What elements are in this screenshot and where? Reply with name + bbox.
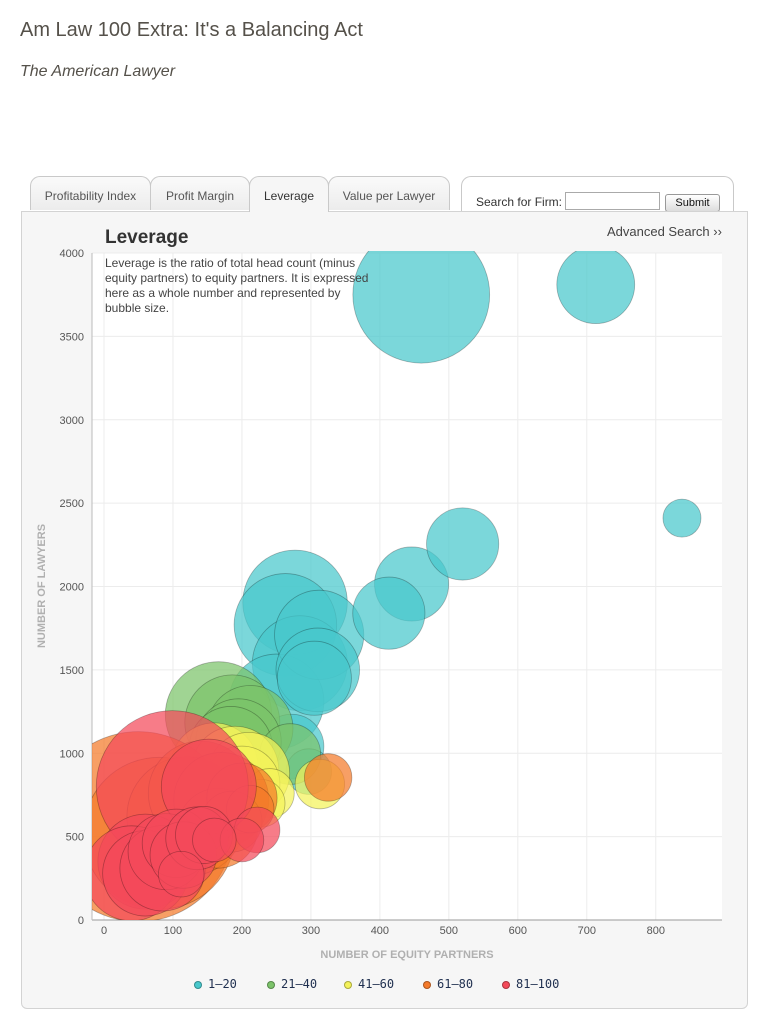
advanced-search-link[interactable]: Advanced Search ›› <box>607 224 722 239</box>
legend-label: 81–100 <box>516 977 560 991</box>
submit-button[interactable]: Submit <box>665 194 720 212</box>
tab-value-per-lawyer[interactable]: Value per Lawyer <box>328 176 450 210</box>
legend-swatch <box>194 981 202 989</box>
panel-title: Leverage <box>105 227 189 248</box>
legend-swatch <box>423 981 431 989</box>
firm-search: Search for Firm: Submit <box>461 176 734 212</box>
tab-profitability-index[interactable]: Profitability Index <box>30 176 151 210</box>
tab-leverage[interactable]: Leverage <box>249 176 329 212</box>
legend-label: 61–80 <box>437 977 474 991</box>
legend-label: 1–20 <box>208 977 237 991</box>
legend-swatch <box>502 981 510 989</box>
search-label: Search for Firm: <box>476 195 563 209</box>
legend-label: 21–40 <box>281 977 318 991</box>
panel-description: Leverage is the ratio of total head coun… <box>105 256 369 315</box>
page-title: Am Law 100 Extra: It's a Balancing Act <box>20 19 363 41</box>
legend-swatch <box>267 981 275 989</box>
legend-label: 41–60 <box>358 977 395 991</box>
tab-profit-margin[interactable]: Profit Margin <box>150 176 250 210</box>
page-subtitle: The American Lawyer <box>20 63 176 80</box>
chart-panel <box>21 211 748 1009</box>
legend-swatch <box>344 981 352 989</box>
firm-search-input[interactable] <box>565 192 660 210</box>
